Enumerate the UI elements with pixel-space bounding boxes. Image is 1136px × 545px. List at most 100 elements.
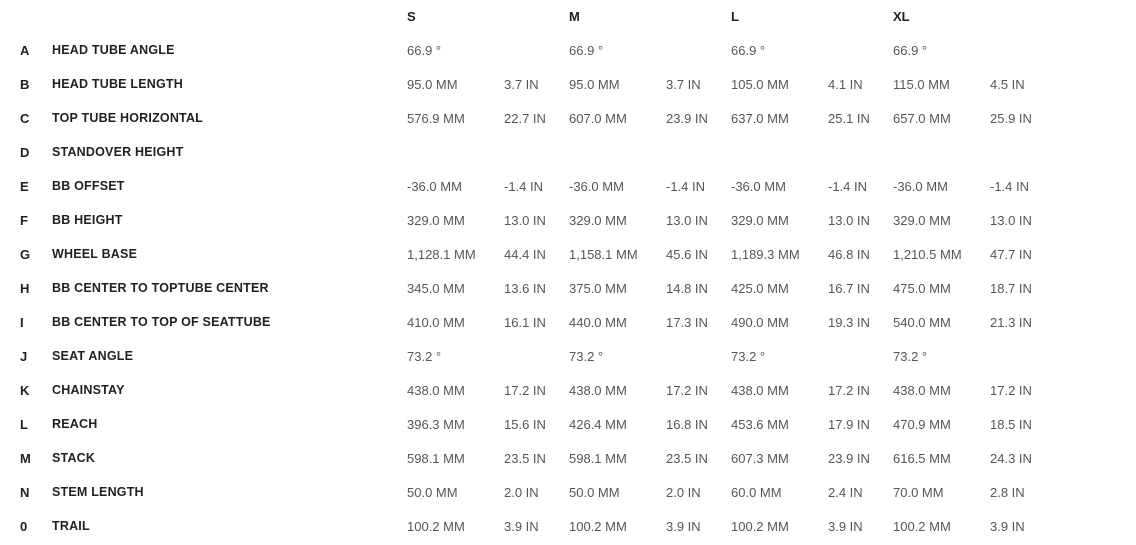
value-s-primary: 329.0 MM [407, 212, 465, 228]
value-l-primary: 73.2 ° [731, 348, 766, 364]
row-letter: F [20, 212, 28, 228]
row-label: STACK [52, 451, 96, 465]
value-l-secondary: -1.4 IN [828, 178, 868, 194]
value-xl-secondary: 21.3 IN [990, 314, 1032, 330]
value-xl-secondary: 18.5 IN [990, 416, 1032, 432]
geometry-row-b: B HEAD TUBE LENGTH 95.0 MM 3.7 IN 95.0 MM 3.7… [0, 67, 1136, 101]
size-header-l: L [731, 9, 739, 24]
row-letter: M [20, 450, 31, 466]
row-label: BB CENTER TO TOPTUBE CENTER [52, 281, 269, 295]
row-label: WHEEL BASE [52, 247, 138, 261]
value-m-secondary: 16.8 IN [666, 416, 708, 432]
value-s-secondary: 44.4 IN [504, 246, 546, 262]
value-m-primary: 95.0 MM [569, 76, 620, 92]
row-letter: 0 [20, 518, 28, 534]
value-m-secondary: 2.0 IN [666, 484, 701, 500]
geometry-row-c: C TOP TUBE HORIZONTAL 576.9 MM 22.7 IN 607.0… [0, 101, 1136, 135]
geometry-rows: A HEAD TUBE ANGLE 66.9 ° 66.9 ° 66.9 ° 66.9 °… [0, 33, 1136, 543]
size-header-xl: XL [893, 9, 910, 24]
value-xl-primary: 100.2 MM [893, 518, 951, 534]
size-header-row: S M L XL [0, 0, 1136, 33]
value-s-primary: 438.0 MM [407, 382, 465, 398]
row-label: REACH [52, 417, 98, 431]
value-l-primary: 438.0 MM [731, 382, 789, 398]
value-s-primary: 576.9 MM [407, 110, 465, 126]
value-l-secondary: 25.1 IN [828, 110, 870, 126]
value-l-secondary: 4.1 IN [828, 76, 863, 92]
value-xl-primary: 115.0 MM [893, 76, 950, 92]
row-letter: I [20, 314, 24, 330]
value-m-secondary: 17.2 IN [666, 382, 708, 398]
value-s-primary: 410.0 MM [407, 314, 465, 330]
value-s-secondary: 3.7 IN [504, 76, 539, 92]
geometry-row-e: E BB OFFSET -36.0 MM -1.4 IN -36.0 MM -1.4 IN… [0, 169, 1136, 203]
value-xl-primary: -36.0 MM [893, 178, 948, 194]
value-s-secondary: 17.2 IN [504, 382, 546, 398]
value-xl-primary: 475.0 MM [893, 280, 951, 296]
value-xl-primary: 73.2 ° [893, 348, 928, 364]
value-xl-primary: 657.0 MM [893, 110, 951, 126]
row-letter: G [20, 246, 31, 262]
geometry-row-f: F BB HEIGHT 329.0 MM 13.0 IN 329.0 MM 13.0 IN… [0, 203, 1136, 237]
value-s-primary: 66.9 ° [407, 42, 442, 58]
value-l-primary: 66.9 ° [731, 42, 766, 58]
row-letter: C [20, 110, 30, 126]
value-l-primary: 607.3 MM [731, 450, 789, 466]
geometry-row-n: N STEM LENGTH 50.0 MM 2.0 IN 50.0 MM 2.0 IN 60… [0, 475, 1136, 509]
value-s-primary: 50.0 MM [407, 484, 458, 500]
value-l-primary: 637.0 MM [731, 110, 789, 126]
value-m-primary: 598.1 MM [569, 450, 627, 466]
value-l-primary: 60.0 MM [731, 484, 782, 500]
value-l-secondary: 46.8 IN [828, 246, 870, 262]
geometry-row-k: K CHAINSTAY 438.0 MM 17.2 IN 438.0 MM 17.2 IN… [0, 373, 1136, 407]
size-header-m: M [569, 9, 580, 24]
value-s-secondary: 23.5 IN [504, 450, 546, 466]
value-m-primary: 426.4 MM [569, 416, 627, 432]
value-xl-primary: 616.5 MM [893, 450, 951, 466]
row-label: STEM LENGTH [52, 485, 144, 499]
row-letter: D [20, 144, 30, 160]
geometry-row-h: H BB CENTER TO TOPTUBE CENTER 345.0 MM 13.6… [0, 271, 1136, 305]
geometry-row-a: A HEAD TUBE ANGLE 66.9 ° 66.9 ° 66.9 ° 66.9 ° [0, 33, 1136, 67]
value-l-primary: 425.0 MM [731, 280, 789, 296]
value-xl-secondary: 2.8 IN [990, 484, 1025, 500]
row-letter: A [20, 42, 30, 58]
value-m-secondary: 13.0 IN [666, 212, 708, 228]
row-letter: L [20, 416, 28, 432]
value-s-primary: 598.1 MM [407, 450, 465, 466]
value-m-primary: 329.0 MM [569, 212, 627, 228]
value-m-primary: 73.2 ° [569, 348, 604, 364]
geometry-row-i: I BB CENTER TO TOP OF SEATTUBE 410.0 MM 16.… [0, 305, 1136, 339]
value-s-secondary: 3.9 IN [504, 518, 539, 534]
value-xl-secondary: 4.5 IN [990, 76, 1025, 92]
value-m-primary: 50.0 MM [569, 484, 620, 500]
row-letter: J [20, 348, 28, 364]
row-letter: N [20, 484, 30, 500]
geometry-row-g: G WHEEL BASE 1,128.1 MM 44.4 IN 1,158.1 MM 45… [0, 237, 1136, 271]
value-xl-primary: 438.0 MM [893, 382, 951, 398]
row-label: HEAD TUBE ANGLE [52, 43, 175, 57]
row-label: STANDOVER HEIGHT [52, 145, 184, 159]
value-m-secondary: 3.9 IN [666, 518, 701, 534]
value-l-primary: -36.0 MM [731, 178, 786, 194]
value-m-secondary: 23.9 IN [666, 110, 708, 126]
value-m-primary: 1,158.1 MM [569, 246, 638, 262]
value-m-primary: 100.2 MM [569, 518, 627, 534]
value-m-primary: 375.0 MM [569, 280, 627, 296]
geometry-row-j: J SEAT ANGLE 73.2 ° 73.2 ° 73.2 ° 73.2 ° [0, 339, 1136, 373]
value-m-secondary: 14.8 IN [666, 280, 708, 296]
value-l-secondary: 3.9 IN [828, 518, 863, 534]
value-l-primary: 329.0 MM [731, 212, 789, 228]
row-label: TRAIL [52, 519, 90, 533]
value-l-secondary: 16.7 IN [828, 280, 870, 296]
value-m-secondary: 17.3 IN [666, 314, 708, 330]
value-m-secondary: 45.6 IN [666, 246, 708, 262]
value-s-primary: 73.2 ° [407, 348, 442, 364]
value-xl-secondary: 13.0 IN [990, 212, 1032, 228]
row-letter: E [20, 178, 29, 194]
value-s-primary: 396.3 MM [407, 416, 465, 432]
value-xl-secondary: 3.9 IN [990, 518, 1025, 534]
value-l-secondary: 19.3 IN [828, 314, 870, 330]
value-xl-secondary: 18.7 IN [990, 280, 1032, 296]
value-s-secondary: 2.0 IN [504, 484, 539, 500]
